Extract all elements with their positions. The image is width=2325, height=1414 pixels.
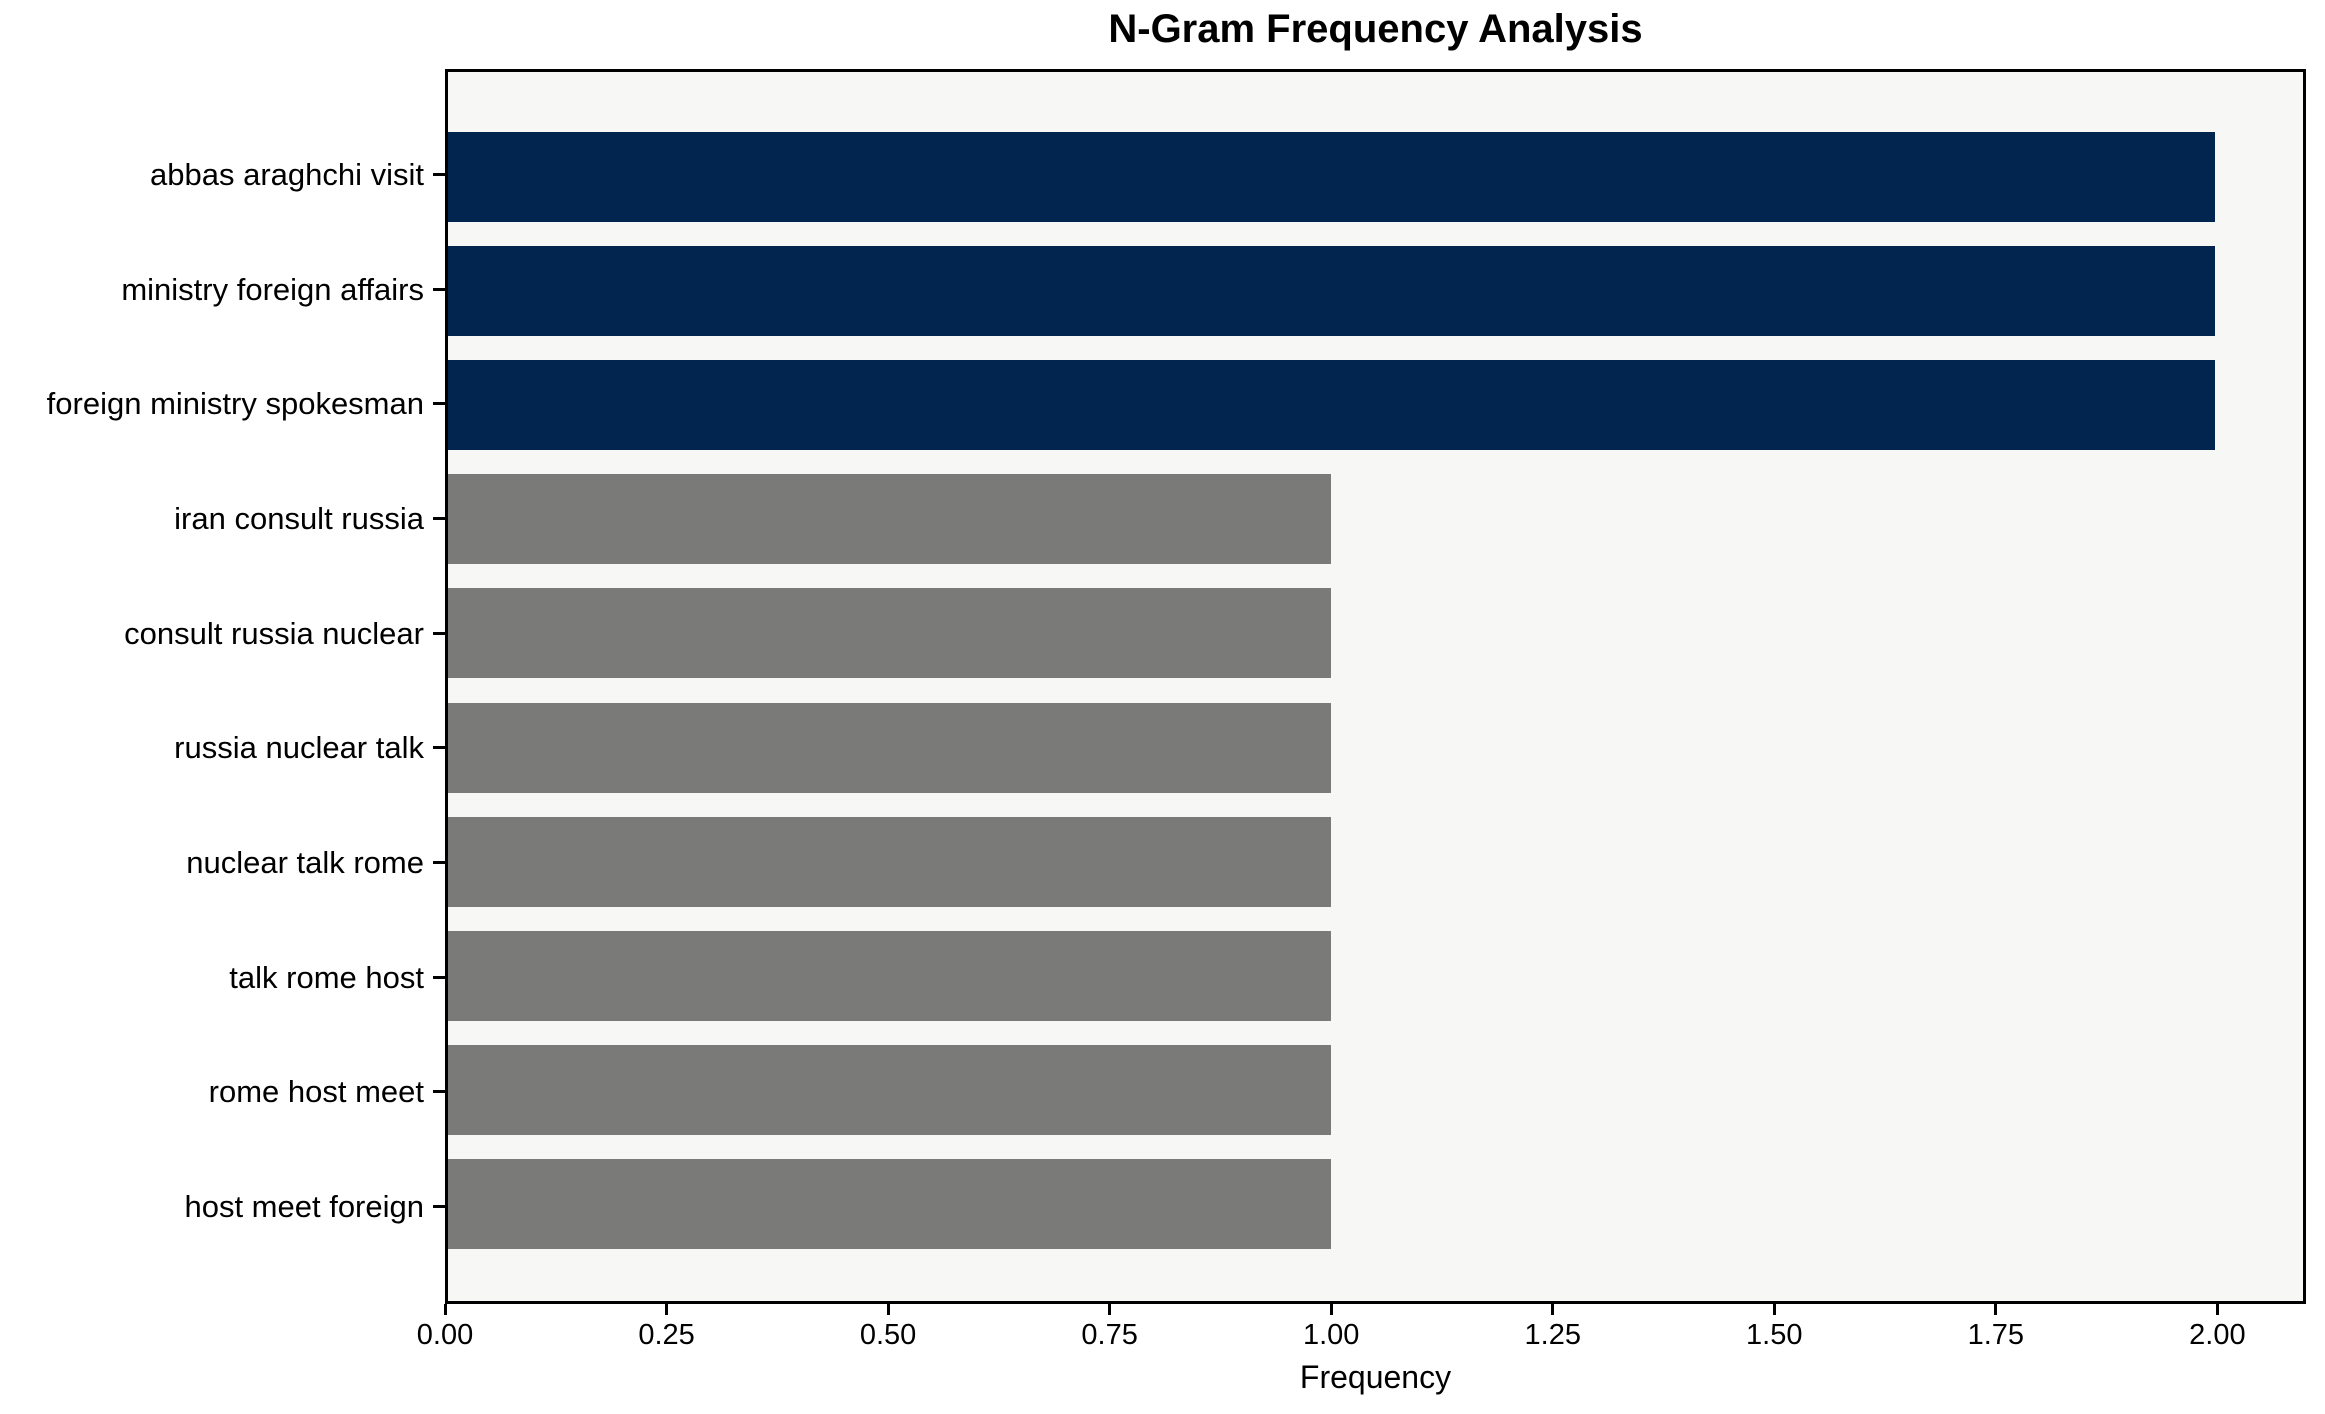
y-tick-label: talk rome host (229, 959, 424, 995)
y-tick-label: ministry foreign affairs (121, 271, 424, 307)
x-tick-mark (1551, 1304, 1555, 1315)
bar-iran-consult-russia (448, 474, 1332, 565)
bar-row (448, 234, 2303, 348)
y-tick-label: consult russia nuclear (124, 615, 424, 651)
bar-ministry-foreign-affairs (448, 246, 2215, 337)
plot-area (445, 69, 2306, 1304)
x-tick-mark (1772, 1304, 1776, 1315)
y-tick-mark (433, 631, 445, 635)
x-tick-mark (1994, 1304, 1998, 1315)
bar-rome-host-meet (448, 1044, 1332, 1135)
y-tick-mark (433, 287, 445, 291)
y-tick-label: foreign ministry spokesman (46, 386, 424, 422)
x-tick-label: 1.25 (1524, 1319, 1581, 1351)
y-label-row: nuclear talk rome (0, 805, 445, 920)
x-tick-mark (665, 1304, 669, 1315)
y-label-row: rome host meet (0, 1035, 445, 1150)
y-label-row: host meet foreign (0, 1149, 445, 1264)
y-tick-mark (433, 975, 445, 979)
y-tick-mark (433, 172, 445, 176)
x-tick-label: 1.75 (1967, 1319, 2025, 1351)
bar-row (448, 805, 2303, 919)
x-tick-label: 0.75 (1081, 1319, 1138, 1351)
bar-row (448, 919, 2303, 1033)
bar-russia-nuclear-talk (448, 702, 1332, 793)
y-tick-mark (433, 861, 445, 865)
y-tick-label: abbas araghchi visit (150, 156, 424, 192)
y-label-row: consult russia nuclear (0, 576, 445, 691)
y-tick-mark (433, 402, 445, 406)
x-tick-mark (2215, 1304, 2219, 1315)
y-label-row: abbas araghchi visit (0, 117, 445, 232)
y-tick-label: rome host meet (208, 1074, 424, 1110)
bar-row (448, 120, 2303, 234)
x-tick-mark (1108, 1304, 1112, 1315)
bar-consult-russia-nuclear (448, 588, 1332, 679)
y-tick-label: iran consult russia (174, 500, 424, 536)
y-tick-label: host meet foreign (184, 1189, 424, 1225)
y-tick-mark (433, 746, 445, 750)
y-tick-label: russia nuclear talk (174, 730, 424, 766)
bar-row (448, 690, 2303, 804)
x-tick-label: 1.50 (1746, 1319, 1803, 1351)
x-tick-label: 1.00 (1302, 1319, 1360, 1351)
bar-host-meet-foreign (448, 1158, 1332, 1249)
bar-row (448, 462, 2303, 576)
bar-foreign-ministry-spokesman (448, 360, 2215, 451)
x-tick-label: 0.25 (638, 1319, 695, 1351)
x-tick-label: 2.00 (2189, 1319, 2246, 1351)
chart-title: N-Gram Frequency Analysis (1108, 7, 1643, 51)
x-tick-mark (443, 1304, 447, 1315)
y-tick-label: nuclear talk rome (186, 845, 424, 881)
x-tick-label: 0.00 (416, 1319, 474, 1351)
bar-row (448, 348, 2303, 462)
y-label-row: foreign ministry spokesman (0, 346, 445, 461)
x-tick-label: 0.50 (859, 1319, 917, 1351)
y-label-row: russia nuclear talk (0, 691, 445, 806)
bar-nuclear-talk-rome (448, 816, 1332, 907)
y-tick-mark (433, 516, 445, 520)
y-label-row: iran consult russia (0, 461, 445, 576)
bar-row (448, 1147, 2303, 1261)
y-tick-mark (433, 1205, 445, 1209)
x-tick-mark (1329, 1304, 1333, 1315)
bar-talk-rome-host (448, 930, 1332, 1021)
x-axis: Frequency 0.00 0.25 0.50 0.75 1.00 1.25 1.50 1.… (417, 1304, 2306, 1414)
bar-row (448, 1033, 2303, 1147)
bar-row (448, 576, 2303, 690)
y-label-row: ministry foreign affairs (0, 232, 445, 347)
y-tick-mark (433, 1090, 445, 1094)
y-axis: abbas araghchi visit ministry foreign aff… (0, 69, 445, 1304)
bar-abbas-araghchi-visit (448, 132, 2215, 223)
x-tick-mark (886, 1304, 890, 1315)
y-label-row: talk rome host (0, 920, 445, 1035)
x-axis-title: Frequency (1299, 1359, 1452, 1395)
